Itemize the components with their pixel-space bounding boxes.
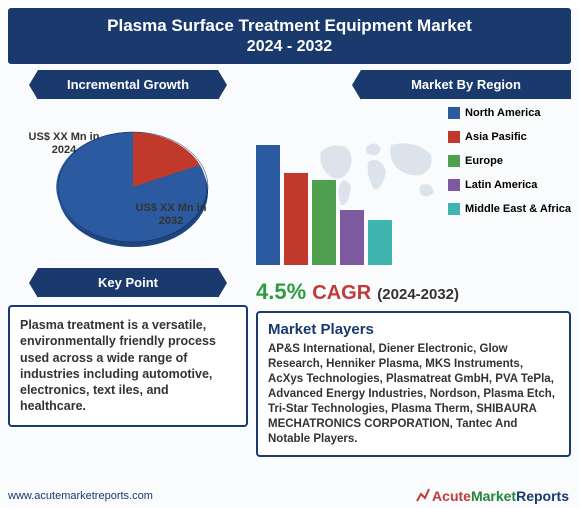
logo-part-3: Reports [516,488,569,504]
players-text: AP&S International, Diener Electronic, G… [268,342,559,447]
region-bar [368,220,392,265]
legend-label: Asia Pasific [465,131,527,143]
legend-swatch [448,203,460,215]
keypoint-banner: Key Point [38,268,218,297]
region-legend: North America Asia Pasific Europe Latin Ame… [448,107,571,227]
region-bar [256,145,280,265]
footer-url: www.acutemarketreports.com [8,490,153,502]
logo-part-1: Acute [432,488,471,504]
cagr-line: 4.5% CAGR (2024-2032) [256,279,571,305]
logo-part-2: Market [471,488,516,504]
legend-label: North America [465,107,540,119]
legend-swatch [448,179,460,191]
cagr-period: (2024-2032) [377,286,459,303]
legend-label: Latin America [465,179,537,191]
right-column: Market By Region North America Asia Pasif… [256,70,571,457]
infographic-container: Plasma Surface Treatment Equipment Marke… [0,8,579,508]
legend-label: Europe [465,155,503,167]
cagr-label: CAGR [312,282,371,304]
logo-icon [414,486,432,504]
pie-chart: US$ XX Mn in 2024 US$ XX Mn in 2032 [18,107,238,262]
legend-swatch [448,107,460,119]
region-chart: North America Asia Pasific Europe Latin Ame… [256,107,571,277]
header: Plasma Surface Treatment Equipment Marke… [8,8,571,64]
legend-item: Europe [448,155,571,167]
legend-item: Middle East & Africa [448,203,571,215]
region-bar [312,180,336,265]
legend-label: Middle East & Africa [465,203,571,215]
left-column: Incremental Growth US$ XX Mn in 2024 US$… [8,70,248,457]
region-bars [256,145,392,265]
players-box: Market Players AP&S International, Diene… [256,311,571,457]
players-title: Market Players [268,321,559,338]
legend-item: North America [448,107,571,119]
pie-label-2032: US$ XX Mn in 2032 [126,202,216,228]
legend-swatch [448,131,460,143]
body: Incremental Growth US$ XX Mn in 2024 US$… [0,64,579,463]
title: Plasma Surface Treatment Equipment Marke… [8,16,571,36]
legend-swatch [448,155,460,167]
incremental-banner: Incremental Growth [38,70,218,99]
period: 2024 - 2032 [8,38,571,56]
legend-item: Latin America [448,179,571,191]
cagr-value: 4.5% [256,279,306,304]
pie-label-2024: US$ XX Mn in 2024 [26,131,102,157]
brand-logo: AcuteMarketReports [414,486,569,504]
region-bar [340,210,364,265]
region-banner: Market By Region [361,70,571,99]
region-bar [284,173,308,265]
legend-item: Asia Pasific [448,131,571,143]
keypoint-text: Plasma treatment is a versatile, environ… [8,305,248,427]
